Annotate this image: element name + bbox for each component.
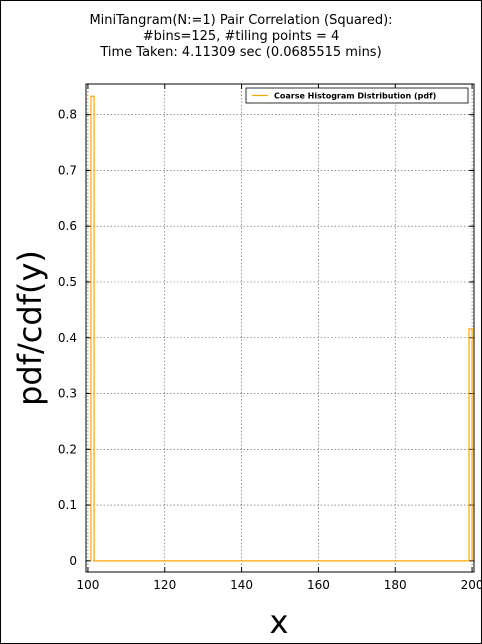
legend-box — [245, 87, 469, 104]
axis-ticks: 100 120 140 160 180 200 0 0.1 0.2 0.3 0.4 0.5 0.6 0.7… — [58, 84, 482, 592]
y-tick-label: 0.8 — [58, 108, 77, 122]
y-tick-label: 0 — [69, 554, 77, 568]
chart-title: MiniTangram(N:=1) Pair Correlation (Squa… — [89, 13, 392, 60]
y-tick-label: 0.4 — [58, 331, 77, 345]
title-line-1: MiniTangram(N:=1) Pair Correlation (Squa… — [89, 13, 392, 28]
grid — [86, 84, 474, 572]
legend: Coarse Histogram Distribution (pdf) — [245, 87, 469, 104]
y-tick-label: 0.3 — [58, 387, 77, 401]
x-tick-label: 160 — [307, 578, 330, 592]
series-line — [90, 95, 473, 562]
y-tick-label: 0.1 — [58, 498, 77, 512]
title-line-3: Time Taken: 4.11309 sec (0.0685515 mins) — [99, 45, 381, 60]
plot-area-border — [85, 83, 475, 573]
series — [90, 95, 473, 562]
x-tick-label: 120 — [153, 578, 176, 592]
legend-label: Coarse Histogram Distribution (pdf) — [274, 92, 436, 101]
y-tick-label: 0.5 — [58, 275, 77, 289]
y-tick-label: 0.6 — [58, 219, 77, 233]
x-tick-label: 100 — [76, 578, 99, 592]
y-axis-label: pdf/cdf(y) — [11, 250, 49, 406]
y-tick-label: 0.2 — [58, 442, 77, 456]
x-tick-label: 180 — [384, 578, 407, 592]
x-tick-label: 140 — [230, 578, 253, 592]
x-tick-label: 200 — [461, 578, 482, 592]
x-axis-label: x — [270, 603, 289, 641]
title-line-2: #bins=125, #tiling points = 4 — [143, 29, 340, 44]
y-tick-label: 0.7 — [58, 163, 77, 177]
